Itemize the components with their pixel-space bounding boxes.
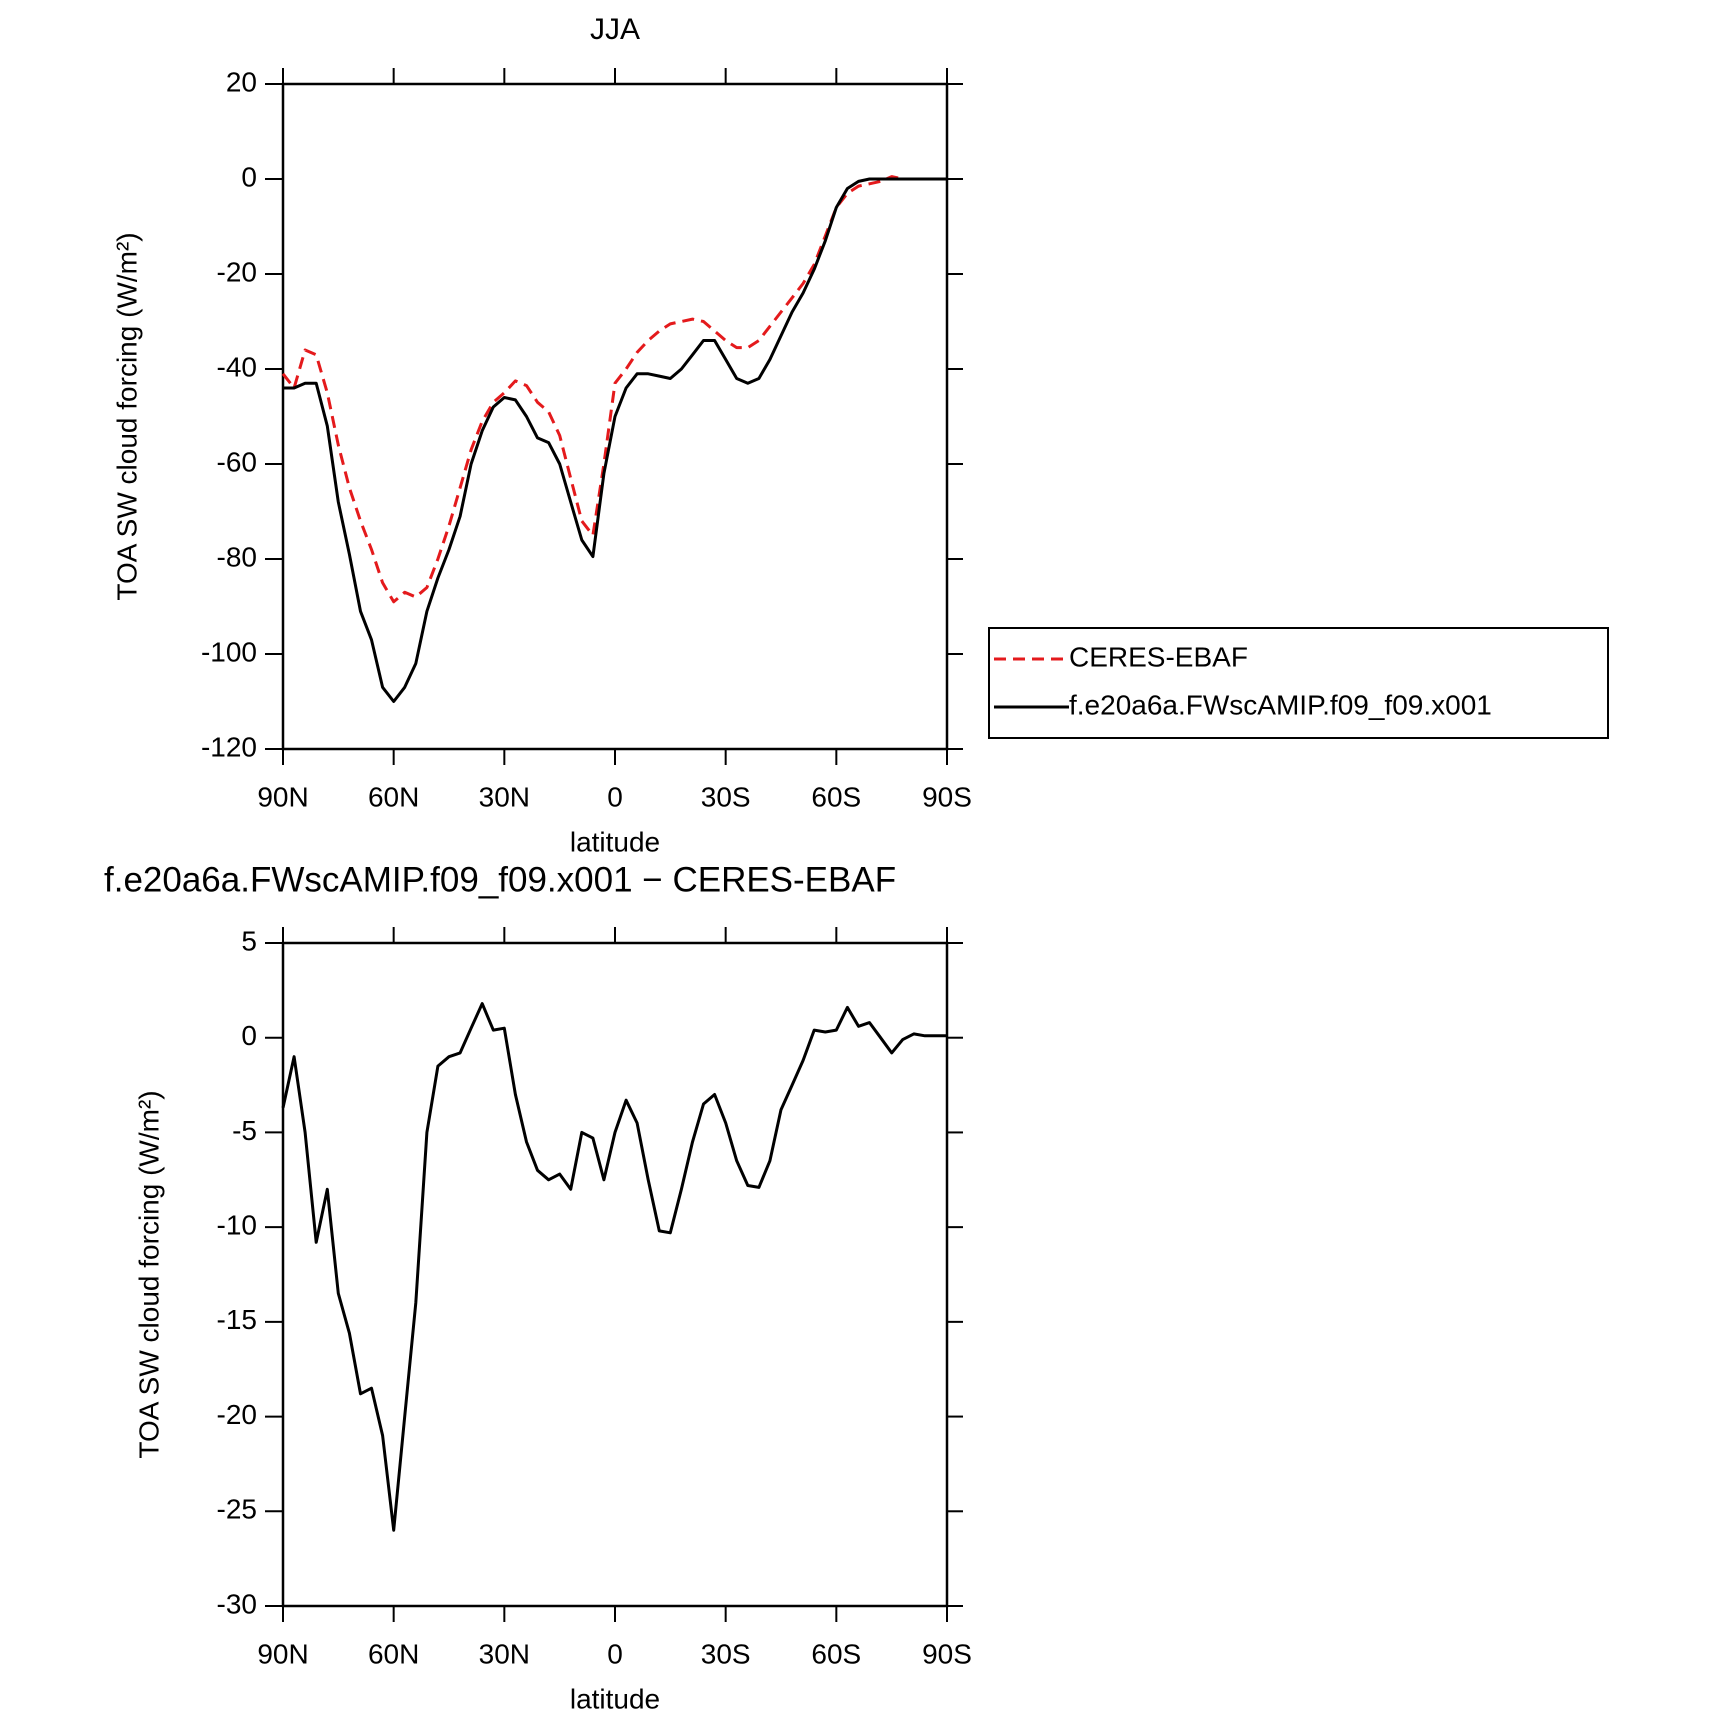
y-tick-label: 0 [241,161,257,192]
y-tick-label: 5 [241,925,257,956]
y-tick-label: -25 [217,1494,257,1525]
x-tick-label: 90N [257,1638,308,1669]
chart-title: JJA [590,13,640,46]
legend-label: CERES-EBAF [1069,641,1248,672]
x-tick-label: 60N [368,1638,419,1669]
x-axis-label: latitude [570,1683,660,1712]
plot-frame [281,941,949,1608]
legend-label: f.e20a6a.FWscAMIP.f09_f09.x001 [1069,689,1492,720]
x-tick-label: 0 [607,781,623,812]
x-tick-label: 0 [607,1638,623,1669]
x-tick-label: 30S [701,781,751,812]
chart-title: f.e20a6a.FWscAMIP.f09_f09.x001 − CERES-E… [104,860,896,899]
x-tick-label: 90S [922,781,972,812]
data-line [281,1002,947,1532]
y-tick-label: -40 [217,351,257,382]
x-tick-label: 60N [368,781,419,812]
y-tick-label: -100 [201,636,257,667]
plot-frame [281,82,949,751]
y-tick-label: -15 [217,1304,257,1335]
x-tick-label: 90N [257,781,308,812]
y-tick-label: -10 [217,1210,257,1241]
legend-box [988,627,1609,739]
data-line [281,175,947,604]
y-tick-label: -20 [217,1399,257,1430]
x-tick-label: 30S [701,1638,751,1669]
x-tick-label: 90S [922,1638,972,1669]
x-tick-label: 30N [479,1638,530,1669]
y-tick-label: 20 [226,66,257,97]
x-tick-label: 30N [479,781,530,812]
y-tick-label: 0 [241,1020,257,1051]
y-tick-label: -80 [217,541,257,572]
x-tick-label: 60S [811,1638,861,1669]
y-tick-label: -60 [217,446,257,477]
y-tick-label: -5 [232,1115,257,1146]
y-axis-label: TOA SW cloud forcing (W/m²) [111,232,142,600]
y-tick-label: -30 [217,1588,257,1619]
data-line [283,177,947,703]
y-axis-label: TOA SW cloud forcing (W/m²) [133,1090,164,1458]
y-tick-label: -20 [217,256,257,287]
x-axis-label: latitude [570,826,660,857]
y-tick-label: -120 [201,731,257,762]
x-tick-label: 60S [811,781,861,812]
